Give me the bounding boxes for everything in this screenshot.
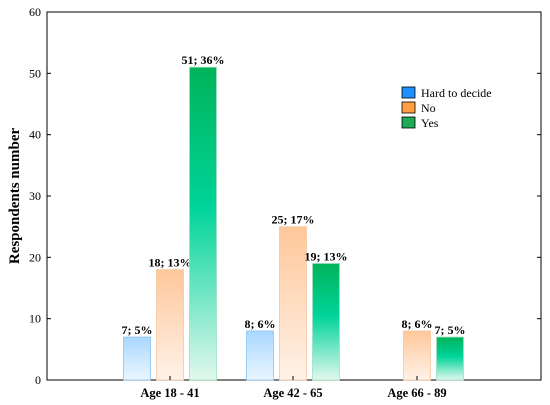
data-label: 8; 6% xyxy=(245,317,276,331)
data-label: 7; 5% xyxy=(122,323,153,337)
bar-yes xyxy=(436,336,464,381)
bar-no xyxy=(279,226,307,381)
x-tick-label: Age 18 - 41 xyxy=(140,386,199,400)
bars: 7; 5% 18; 13% 51; 36% 8; 6% 25; 17% 19; 13% 8;… xyxy=(122,53,466,381)
x-tick-label: Age 42 - 65 xyxy=(263,386,322,400)
x-tick-label: Age 66 - 89 xyxy=(387,386,446,400)
legend-label: Hard to decide xyxy=(421,86,492,100)
bar-hard-to-decide xyxy=(246,330,274,381)
y-tick-label: 60 xyxy=(29,5,41,19)
legend-label: Yes xyxy=(421,116,439,130)
y-tick-label: 30 xyxy=(29,189,41,203)
data-label: 19; 13% xyxy=(305,249,348,263)
y-tick-label: 20 xyxy=(29,250,41,264)
legend-swatch xyxy=(401,86,416,99)
data-label: 18; 13% xyxy=(149,256,192,270)
data-label: 7; 5% xyxy=(435,323,466,337)
bar-yes xyxy=(189,66,217,381)
legend-swatch xyxy=(401,116,416,129)
data-label: 51; 36% xyxy=(182,53,225,67)
data-label: 8; 6% xyxy=(402,317,433,331)
y-tick-label: 40 xyxy=(29,128,41,142)
y-tick-label: 10 xyxy=(29,312,41,326)
bar-yes xyxy=(312,263,340,381)
y-axis-label: Respondents number xyxy=(7,128,23,265)
bar-hard-to-decide xyxy=(123,336,151,381)
bar-no xyxy=(156,269,184,381)
y-axis: 0 10 20 30 40 50 60 xyxy=(29,5,541,387)
y-tick-label: 0 xyxy=(35,373,41,387)
data-label: 25; 17% xyxy=(272,213,315,227)
legend-label: No xyxy=(421,101,436,115)
x-axis: Age 18 - 41 Age 42 - 65 Age 66 - 89 xyxy=(140,376,447,400)
y-tick-label: 50 xyxy=(29,66,41,80)
bar-no xyxy=(403,330,431,381)
legend-swatch xyxy=(401,101,416,114)
